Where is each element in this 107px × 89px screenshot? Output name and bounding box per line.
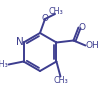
Text: CH₃: CH₃	[48, 7, 63, 16]
Text: CH₃: CH₃	[53, 76, 68, 85]
Text: O: O	[79, 23, 86, 32]
Text: O: O	[42, 14, 48, 23]
Text: N: N	[16, 37, 24, 48]
Text: OH: OH	[86, 41, 100, 50]
Text: CH₃: CH₃	[0, 60, 8, 69]
